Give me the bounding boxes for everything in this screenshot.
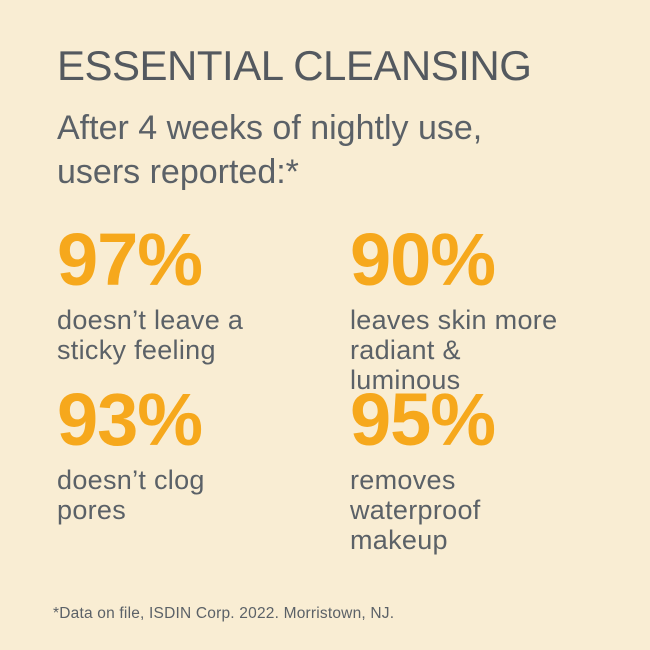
stat-value: 95%: [350, 378, 496, 461]
footnote: *Data on file, ISDIN Corp. 2022. Morrist…: [53, 605, 395, 622]
stat-label: leaves skin more radiant & luminous: [350, 305, 558, 395]
stat-no-clogged-pores: 93% doesn’t clog pores: [57, 383, 350, 555]
stat-label: removes waterproof makeup: [350, 465, 481, 555]
stat-no-sticky-feeling: 97% doesn’t leave a sticky feeling: [57, 223, 350, 383]
stats-grid: 97% doesn’t leave a sticky feeling 90% l…: [57, 218, 610, 556]
stat-radiant-luminous: 90% leaves skin more radiant & luminous: [350, 218, 610, 396]
stat-label: doesn’t clog pores: [57, 465, 205, 525]
stat-value: 90%: [350, 218, 496, 301]
stat-removes-makeup: 95% removes waterproof makeup: [350, 378, 610, 556]
stat-value: 93%: [57, 378, 203, 461]
stat-value: 97%: [57, 218, 203, 301]
headline: ESSENTIAL CLEANSING: [57, 42, 532, 89]
subheadline: After 4 weeks of nightly use, users repo…: [57, 109, 483, 191]
stat-label: doesn’t leave a sticky feeling: [57, 305, 244, 365]
